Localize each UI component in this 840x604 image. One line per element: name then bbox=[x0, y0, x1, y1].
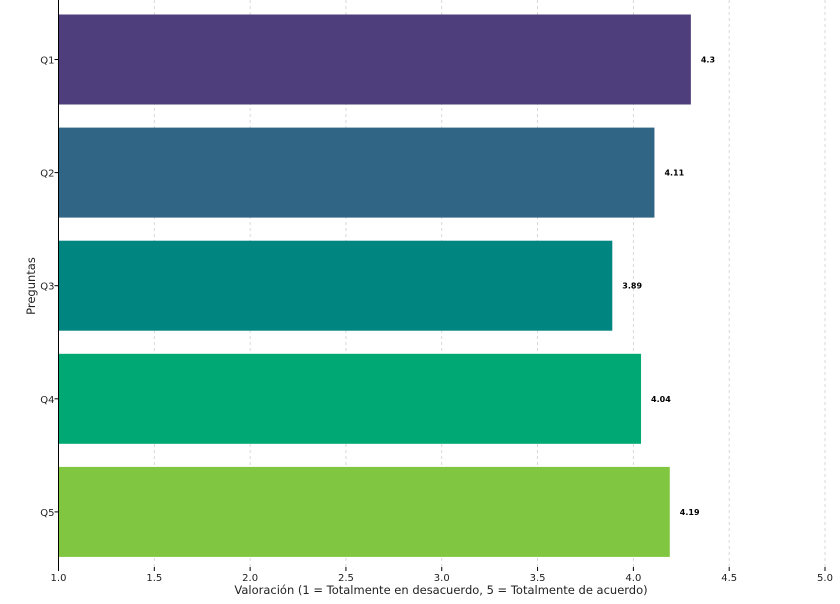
y-axis-ticks: Q1 Q2 Q3 Q4 Q5 bbox=[40, 56, 59, 519]
x-tick-label-1.0: 1.0 bbox=[51, 573, 67, 584]
y-axis-title: Preguntas bbox=[24, 257, 38, 315]
bars bbox=[58, 14, 691, 557]
x-tick-label-1.5: 1.5 bbox=[146, 573, 162, 584]
bar-q2 bbox=[58, 127, 655, 218]
x-tick-label-3.0: 3.0 bbox=[434, 573, 450, 584]
bar-q4 bbox=[58, 353, 642, 444]
data-label-q5: 4.19 bbox=[680, 508, 700, 517]
bar-q1 bbox=[58, 14, 691, 105]
bar-q3 bbox=[58, 240, 613, 331]
y-tick-label-q1: Q1 bbox=[40, 56, 54, 67]
data-label-q4: 4.04 bbox=[651, 395, 671, 404]
x-axis-ticks: 1.0 1.5 2.0 2.5 3.0 3.5 4.0 4.5 5.0 bbox=[51, 567, 833, 584]
y-tick-label-q3: Q3 bbox=[40, 282, 54, 293]
x-tick-label-5.0: 5.0 bbox=[817, 573, 833, 584]
x-tick-label-2.0: 2.0 bbox=[242, 573, 258, 584]
x-tick-label-3.5: 3.5 bbox=[530, 573, 546, 584]
data-label-q1: 4.3 bbox=[701, 56, 715, 65]
x-tick-label-4.5: 4.5 bbox=[721, 573, 737, 584]
y-tick-label-q4: Q4 bbox=[40, 395, 54, 406]
y-tick-label-q5: Q5 bbox=[40, 508, 54, 519]
x-axis-title: Valoración (1 = Totalmente en desacuerdo… bbox=[234, 583, 647, 597]
bar-q5 bbox=[58, 466, 670, 557]
data-label-q3: 3.89 bbox=[622, 282, 642, 291]
data-labels: 4.3 4.11 3.89 4.04 4.19 bbox=[622, 56, 715, 517]
y-tick-label-q2: Q2 bbox=[40, 169, 54, 180]
data-label-q2: 4.11 bbox=[664, 169, 684, 178]
x-tick-label-4.0: 4.0 bbox=[625, 573, 641, 584]
x-tick-label-2.5: 2.5 bbox=[338, 573, 354, 584]
